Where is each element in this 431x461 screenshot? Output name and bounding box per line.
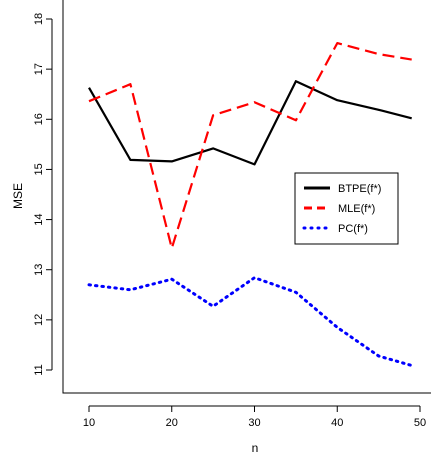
series-line-2 bbox=[88, 41, 412, 250]
plot-box-group bbox=[62, 0, 431, 394]
x-tick-label: 40 bbox=[331, 417, 343, 429]
y-tick-label: 11 bbox=[33, 364, 45, 375]
series-line-1 bbox=[88, 80, 412, 166]
y-axis-title: MSE bbox=[11, 183, 25, 209]
legend-label-1: BTPE(f*) bbox=[338, 183, 381, 195]
x-tick-label: 50 bbox=[414, 417, 426, 429]
legend-label-2: MLE(f*) bbox=[338, 203, 375, 215]
y-tick-label: 17 bbox=[33, 63, 45, 75]
series-line-3 bbox=[87, 276, 414, 367]
plot-frame bbox=[62, 0, 431, 394]
y-tick-label: 14 bbox=[33, 213, 45, 225]
x-axis-title: n bbox=[252, 441, 259, 455]
y-axis: 11 12 13 14 15 16 17 18 bbox=[33, 13, 53, 376]
series-layer bbox=[87, 41, 414, 367]
x-tick-label: 20 bbox=[166, 417, 178, 429]
y-tick-label: 13 bbox=[33, 264, 45, 276]
y-tick-label: 18 bbox=[33, 13, 45, 25]
x-axis: 10 20 30 40 50 bbox=[83, 405, 426, 429]
y-tick-label: 12 bbox=[33, 314, 45, 326]
legend: BTPE(f*) MLE(f*) PC(f*) bbox=[294, 172, 399, 245]
legend-label-3: PC(f*) bbox=[338, 223, 368, 235]
x-tick-label: 10 bbox=[83, 417, 95, 429]
y-tick-label: 15 bbox=[33, 163, 45, 175]
legend-box bbox=[294, 172, 399, 245]
y-tick-label: 16 bbox=[33, 113, 45, 125]
x-tick-label: 30 bbox=[248, 417, 260, 429]
